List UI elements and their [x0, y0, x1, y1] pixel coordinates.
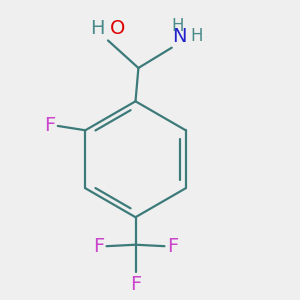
Text: F: F [44, 116, 56, 135]
Text: H: H [90, 19, 104, 38]
Text: O: O [110, 19, 126, 38]
Text: F: F [93, 237, 104, 256]
Text: H: H [171, 17, 184, 35]
Text: F: F [167, 237, 178, 256]
Text: N: N [172, 27, 187, 46]
Text: H: H [190, 27, 203, 45]
Text: F: F [130, 274, 141, 294]
